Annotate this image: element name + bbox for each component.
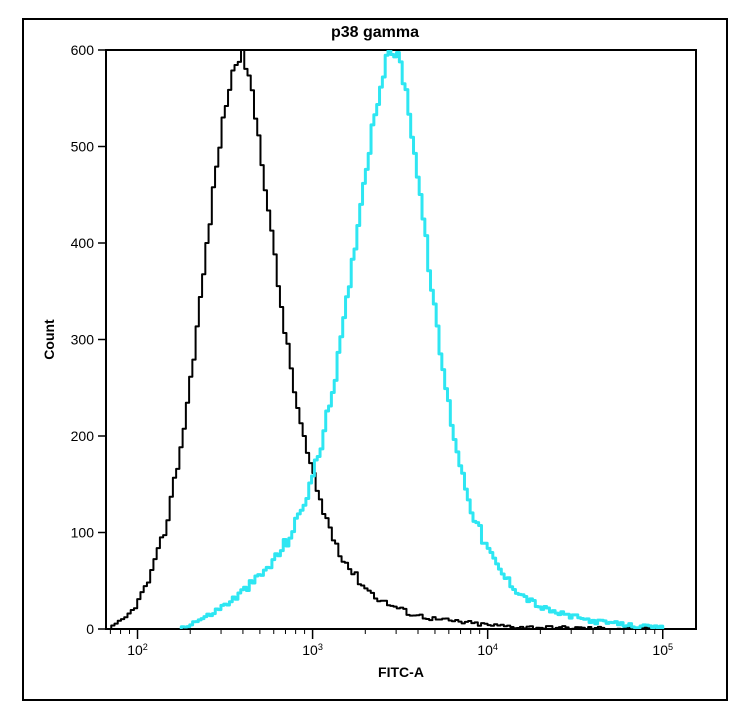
svg-text:102: 102: [127, 642, 148, 658]
chart-title: p38 gamma: [24, 24, 726, 42]
svg-text:FITC-A: FITC-A: [378, 664, 424, 680]
inner-border: p38 gamma 0 100 200 300 400 500 600 Count 102 103…: [22, 18, 728, 701]
histogram-plot: 0 100 200 300 400 500 600 Count 102 103 104 105 FITC…: [24, 20, 726, 699]
svg-text:103: 103: [302, 642, 323, 658]
svg-text:300: 300: [71, 332, 95, 348]
svg-text:105: 105: [652, 642, 673, 658]
svg-text:0: 0: [86, 621, 94, 637]
svg-text:400: 400: [71, 235, 95, 251]
svg-text:100: 100: [71, 525, 95, 541]
svg-text:200: 200: [71, 428, 95, 444]
svg-text:104: 104: [477, 642, 498, 658]
svg-text:Count: Count: [41, 319, 57, 360]
outer-frame: p38 gamma 0 100 200 300 400 500 600 Count 102 103…: [0, 0, 750, 719]
svg-text:600: 600: [71, 42, 95, 58]
svg-text:500: 500: [71, 139, 95, 155]
